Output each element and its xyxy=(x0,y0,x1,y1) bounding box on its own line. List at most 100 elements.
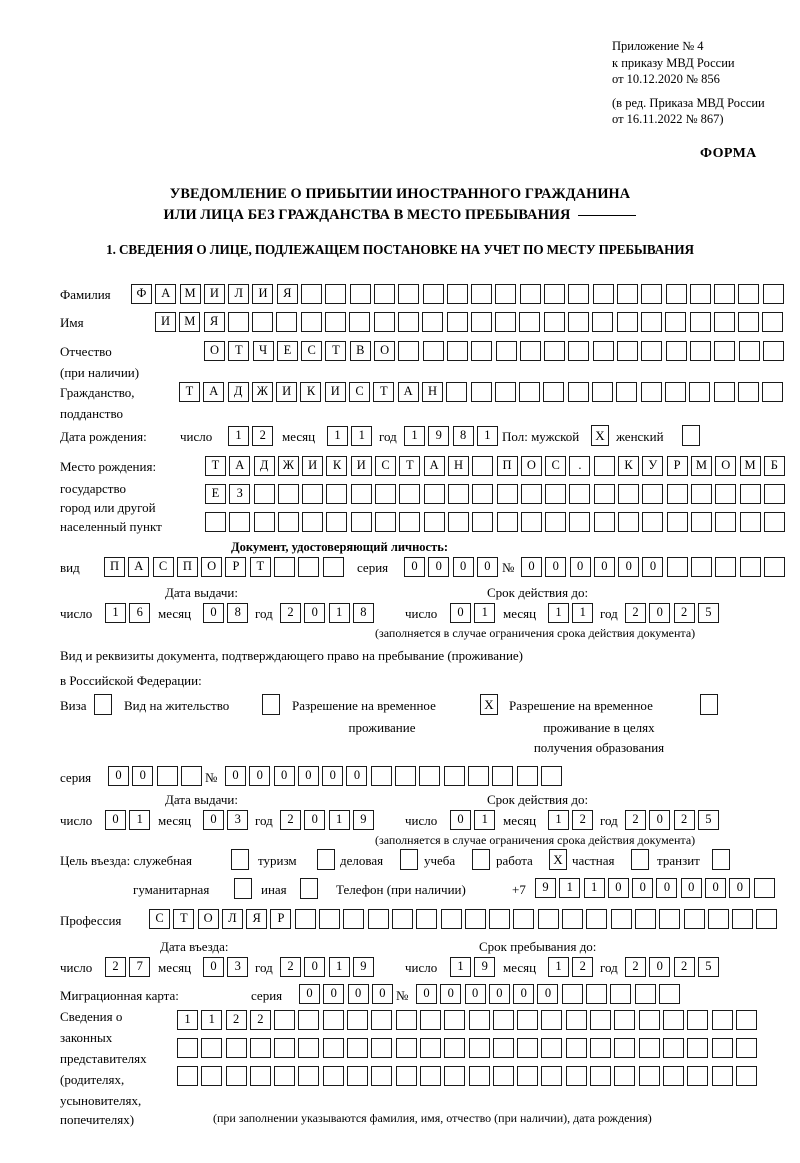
char-cell[interactable] xyxy=(201,1066,223,1086)
char-cell[interactable] xyxy=(343,909,365,929)
purpose-study-checkbox[interactable] xyxy=(472,849,490,870)
temp-residence-checkbox[interactable]: X xyxy=(480,694,498,715)
char-cell[interactable] xyxy=(371,1066,393,1086)
char-cell[interactable] xyxy=(687,1010,709,1030)
char-cell[interactable] xyxy=(398,341,420,361)
char-cell[interactable]: И xyxy=(203,284,225,304)
char-cell[interactable] xyxy=(419,1066,441,1086)
char-cell[interactable] xyxy=(349,312,371,332)
char-cell[interactable] xyxy=(590,1038,612,1058)
char-cell[interactable] xyxy=(593,456,615,476)
char-cell[interactable] xyxy=(544,341,566,361)
char-cell[interactable]: Д xyxy=(253,456,275,476)
char-cell[interactable]: 6 xyxy=(129,603,151,623)
char-cell[interactable] xyxy=(446,312,468,332)
char-cell[interactable] xyxy=(350,512,372,532)
char-cell[interactable]: 0 xyxy=(225,766,246,786)
char-cell[interactable] xyxy=(690,484,712,504)
char-cell[interactable] xyxy=(225,1038,247,1058)
char-cell[interactable]: К xyxy=(618,456,640,476)
char-cell[interactable]: 9 xyxy=(474,957,496,977)
char-cell[interactable] xyxy=(494,382,516,402)
char-cell[interactable]: 0 xyxy=(323,984,345,1004)
char-cell[interactable] xyxy=(298,557,320,577)
char-cell[interactable] xyxy=(689,312,711,332)
char-cell[interactable] xyxy=(492,1066,514,1086)
char-cell[interactable]: 1 xyxy=(404,426,425,446)
char-cell[interactable] xyxy=(227,312,249,332)
char-cell[interactable] xyxy=(274,1066,296,1086)
char-cell[interactable] xyxy=(662,1010,684,1030)
char-cell[interactable]: А xyxy=(203,382,225,402)
char-cell[interactable]: 0 xyxy=(521,557,542,577)
char-cell[interactable] xyxy=(446,284,468,304)
char-cell[interactable]: Н xyxy=(447,456,469,476)
char-cell[interactable] xyxy=(642,484,664,504)
char-cell[interactable]: 3 xyxy=(227,810,249,830)
char-cell[interactable] xyxy=(690,512,712,532)
char-cell[interactable] xyxy=(711,1066,733,1086)
char-cell[interactable]: 1 xyxy=(474,810,496,830)
char-cell[interactable]: 1 xyxy=(548,810,569,830)
char-cell[interactable] xyxy=(665,341,687,361)
char-cell[interactable]: 2 xyxy=(105,957,126,977)
char-cell[interactable]: Р xyxy=(666,456,688,476)
char-cell[interactable]: 2 xyxy=(280,957,301,977)
char-cell[interactable]: 8 xyxy=(352,603,374,623)
char-cell[interactable] xyxy=(543,312,565,332)
char-cell[interactable]: Я xyxy=(276,284,298,304)
purpose-transit-checkbox[interactable] xyxy=(712,849,730,870)
char-cell[interactable]: П xyxy=(104,557,125,577)
char-cell[interactable]: 0 xyxy=(203,810,224,830)
char-cell[interactable] xyxy=(471,341,493,361)
char-cell[interactable] xyxy=(492,766,514,786)
char-cell[interactable] xyxy=(349,284,371,304)
char-cell[interactable] xyxy=(565,1010,587,1030)
char-cell[interactable] xyxy=(322,1038,344,1058)
char-cell[interactable]: 0 xyxy=(452,557,474,577)
char-cell[interactable] xyxy=(545,512,567,532)
char-cell[interactable] xyxy=(322,1066,344,1086)
char-cell[interactable]: 0 xyxy=(249,766,271,786)
char-cell[interactable] xyxy=(464,909,486,929)
char-cell[interactable]: 0 xyxy=(618,557,640,577)
char-cell[interactable]: И xyxy=(350,456,372,476)
char-cell[interactable] xyxy=(423,484,445,504)
char-cell[interactable] xyxy=(659,909,681,929)
char-cell[interactable] xyxy=(664,382,686,402)
char-cell[interactable] xyxy=(347,1038,369,1058)
char-cell[interactable] xyxy=(468,1038,490,1058)
char-cell[interactable] xyxy=(593,512,615,532)
char-cell[interactable] xyxy=(326,512,348,532)
char-cell[interactable]: 1 xyxy=(328,603,350,623)
char-cell[interactable] xyxy=(662,1038,684,1058)
char-cell[interactable]: Ч xyxy=(252,341,274,361)
char-cell[interactable]: 0 xyxy=(404,557,425,577)
char-cell[interactable]: 9 xyxy=(428,426,450,446)
char-cell[interactable]: 1 xyxy=(328,810,350,830)
char-cell[interactable]: 2 xyxy=(625,810,646,830)
char-cell[interactable]: 8 xyxy=(227,603,249,623)
char-cell[interactable] xyxy=(375,512,397,532)
char-cell[interactable] xyxy=(472,512,494,532)
char-cell[interactable] xyxy=(687,1038,709,1058)
char-cell[interactable] xyxy=(618,512,640,532)
char-cell[interactable] xyxy=(319,909,341,929)
char-cell[interactable] xyxy=(492,1038,514,1058)
char-cell[interactable] xyxy=(399,512,421,532)
purpose-service-checkbox[interactable] xyxy=(231,849,249,870)
char-cell[interactable]: И xyxy=(324,382,346,402)
char-cell[interactable]: 2 xyxy=(249,1010,271,1030)
char-cell[interactable]: 0 xyxy=(642,557,664,577)
char-cell[interactable] xyxy=(735,1010,757,1030)
char-cell[interactable] xyxy=(422,284,444,304)
char-cell[interactable] xyxy=(586,984,608,1004)
